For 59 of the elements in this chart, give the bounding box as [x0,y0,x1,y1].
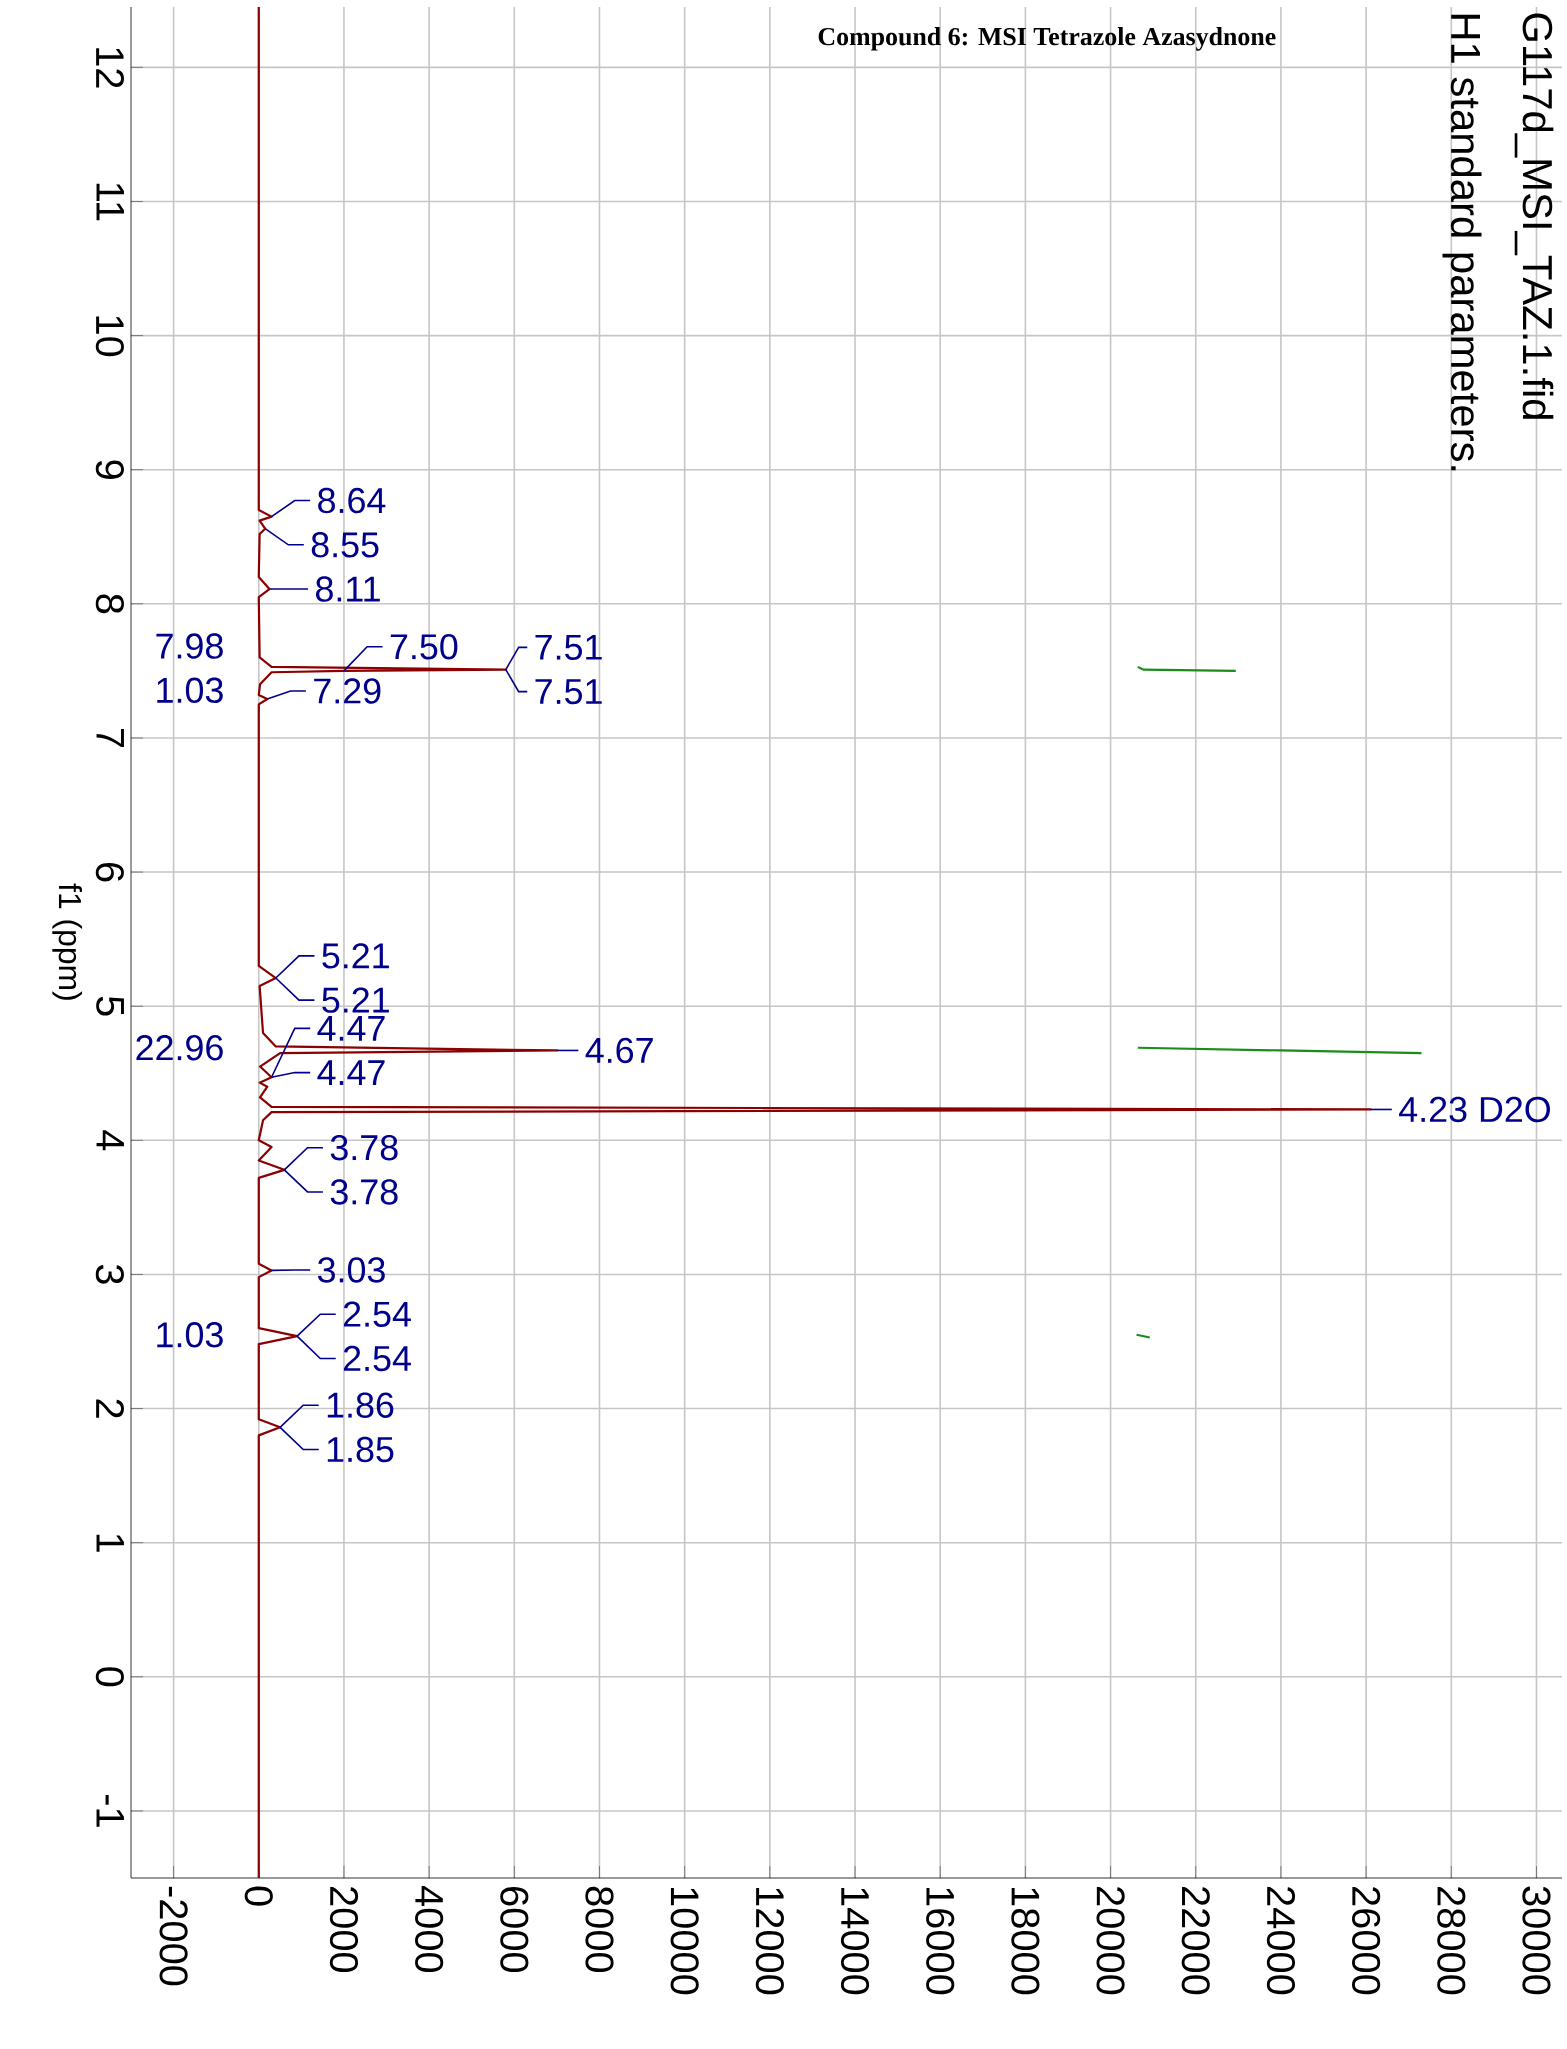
annotation: 4.47 [317,1060,385,1085]
annotation: G117d_MSI_TAZ.1.fid [1514,13,1554,419]
x-tick-label: 24000 [1266,1887,1296,1995]
annotation: 7.50 [390,634,458,660]
y-tick-label: 11 [96,183,124,221]
y-tick-label: 2 [96,1399,124,1418]
annotation: 3.78 [330,1179,398,1205]
y-tick-label: 6 [95,863,124,882]
x-tick-label: 16000 [926,1888,955,1995]
annotation: 7.51 [535,634,602,660]
y-tick-label: 8 [95,594,124,614]
x-tick-label: 20000 [1096,1887,1125,1995]
y-tick-label: 1 [96,1534,124,1552]
text: Compound 6: MSI Tetrazole Azasydnone [818,27,1276,51]
x-tick-label: 10000 [670,1888,699,1995]
annotation: 7.98 [156,633,223,659]
annotation: 5.21 [322,987,389,1013]
x-tick-label: 14000 [840,1888,870,1995]
annotation: 1.86 [327,1392,394,1418]
annotation: 5.21 [322,943,389,969]
annotation: 2.54 [343,1345,411,1372]
annotation: 7.51 [535,679,602,705]
annotation: 4.23 D2O [1399,1096,1550,1123]
y-tick-label: -1 [96,1795,124,1827]
annotation: 2.54 [343,1301,411,1327]
annotation: 8.11 [316,576,380,602]
y-tick-label: 10 [95,316,124,357]
annotation: 3.03 [317,1257,385,1283]
x-tick-label: 2000 [329,1887,359,1973]
x-tick-label: -2000 [159,1886,188,1986]
annotation: 8.64 [318,487,386,514]
y-axis-title: f1 (ppm) [52,883,83,1000]
annotation: 8.55 [311,532,379,558]
annotation: 1.03 [157,677,223,704]
annotation: 22.96 [136,1035,223,1061]
y-tick-label: 9 [95,460,124,479]
y-tick-label: 12 [96,48,124,88]
x-tick-label: 4000 [415,1885,444,1973]
annotation: 4.47 [317,1015,385,1041]
y-tick-label: 5 [96,996,124,1016]
x-tick-label: 26000 [1352,1887,1381,1995]
x-tick-label: 8000 [585,1886,614,1973]
annotation: 7.29 [314,678,381,704]
x-tick-label: 28000 [1437,1887,1466,1995]
y-tick-label: 7 [96,728,124,748]
x-tick-label: 12000 [755,1888,784,1995]
y-tick-label: 4 [96,1130,124,1151]
annotation: 4.67 [585,1037,653,1064]
y-tick-label: 0 [95,1667,124,1687]
x-tick-label: 6000 [500,1887,529,1973]
annotation: 1.03 [157,1322,223,1348]
annotation: 3.78 [330,1134,398,1161]
annotation: H1 standard parameters. [1442,14,1482,471]
annotation: 1.85 [327,1436,394,1463]
x-tick-label: 0 [244,1886,273,1906]
x-tick-label: 30000 [1522,1886,1551,1995]
x-tick-label: 22000 [1181,1887,1210,1995]
x-tick-label: 18000 [1011,1888,1040,1995]
y-tick-label: 3 [95,1264,124,1284]
